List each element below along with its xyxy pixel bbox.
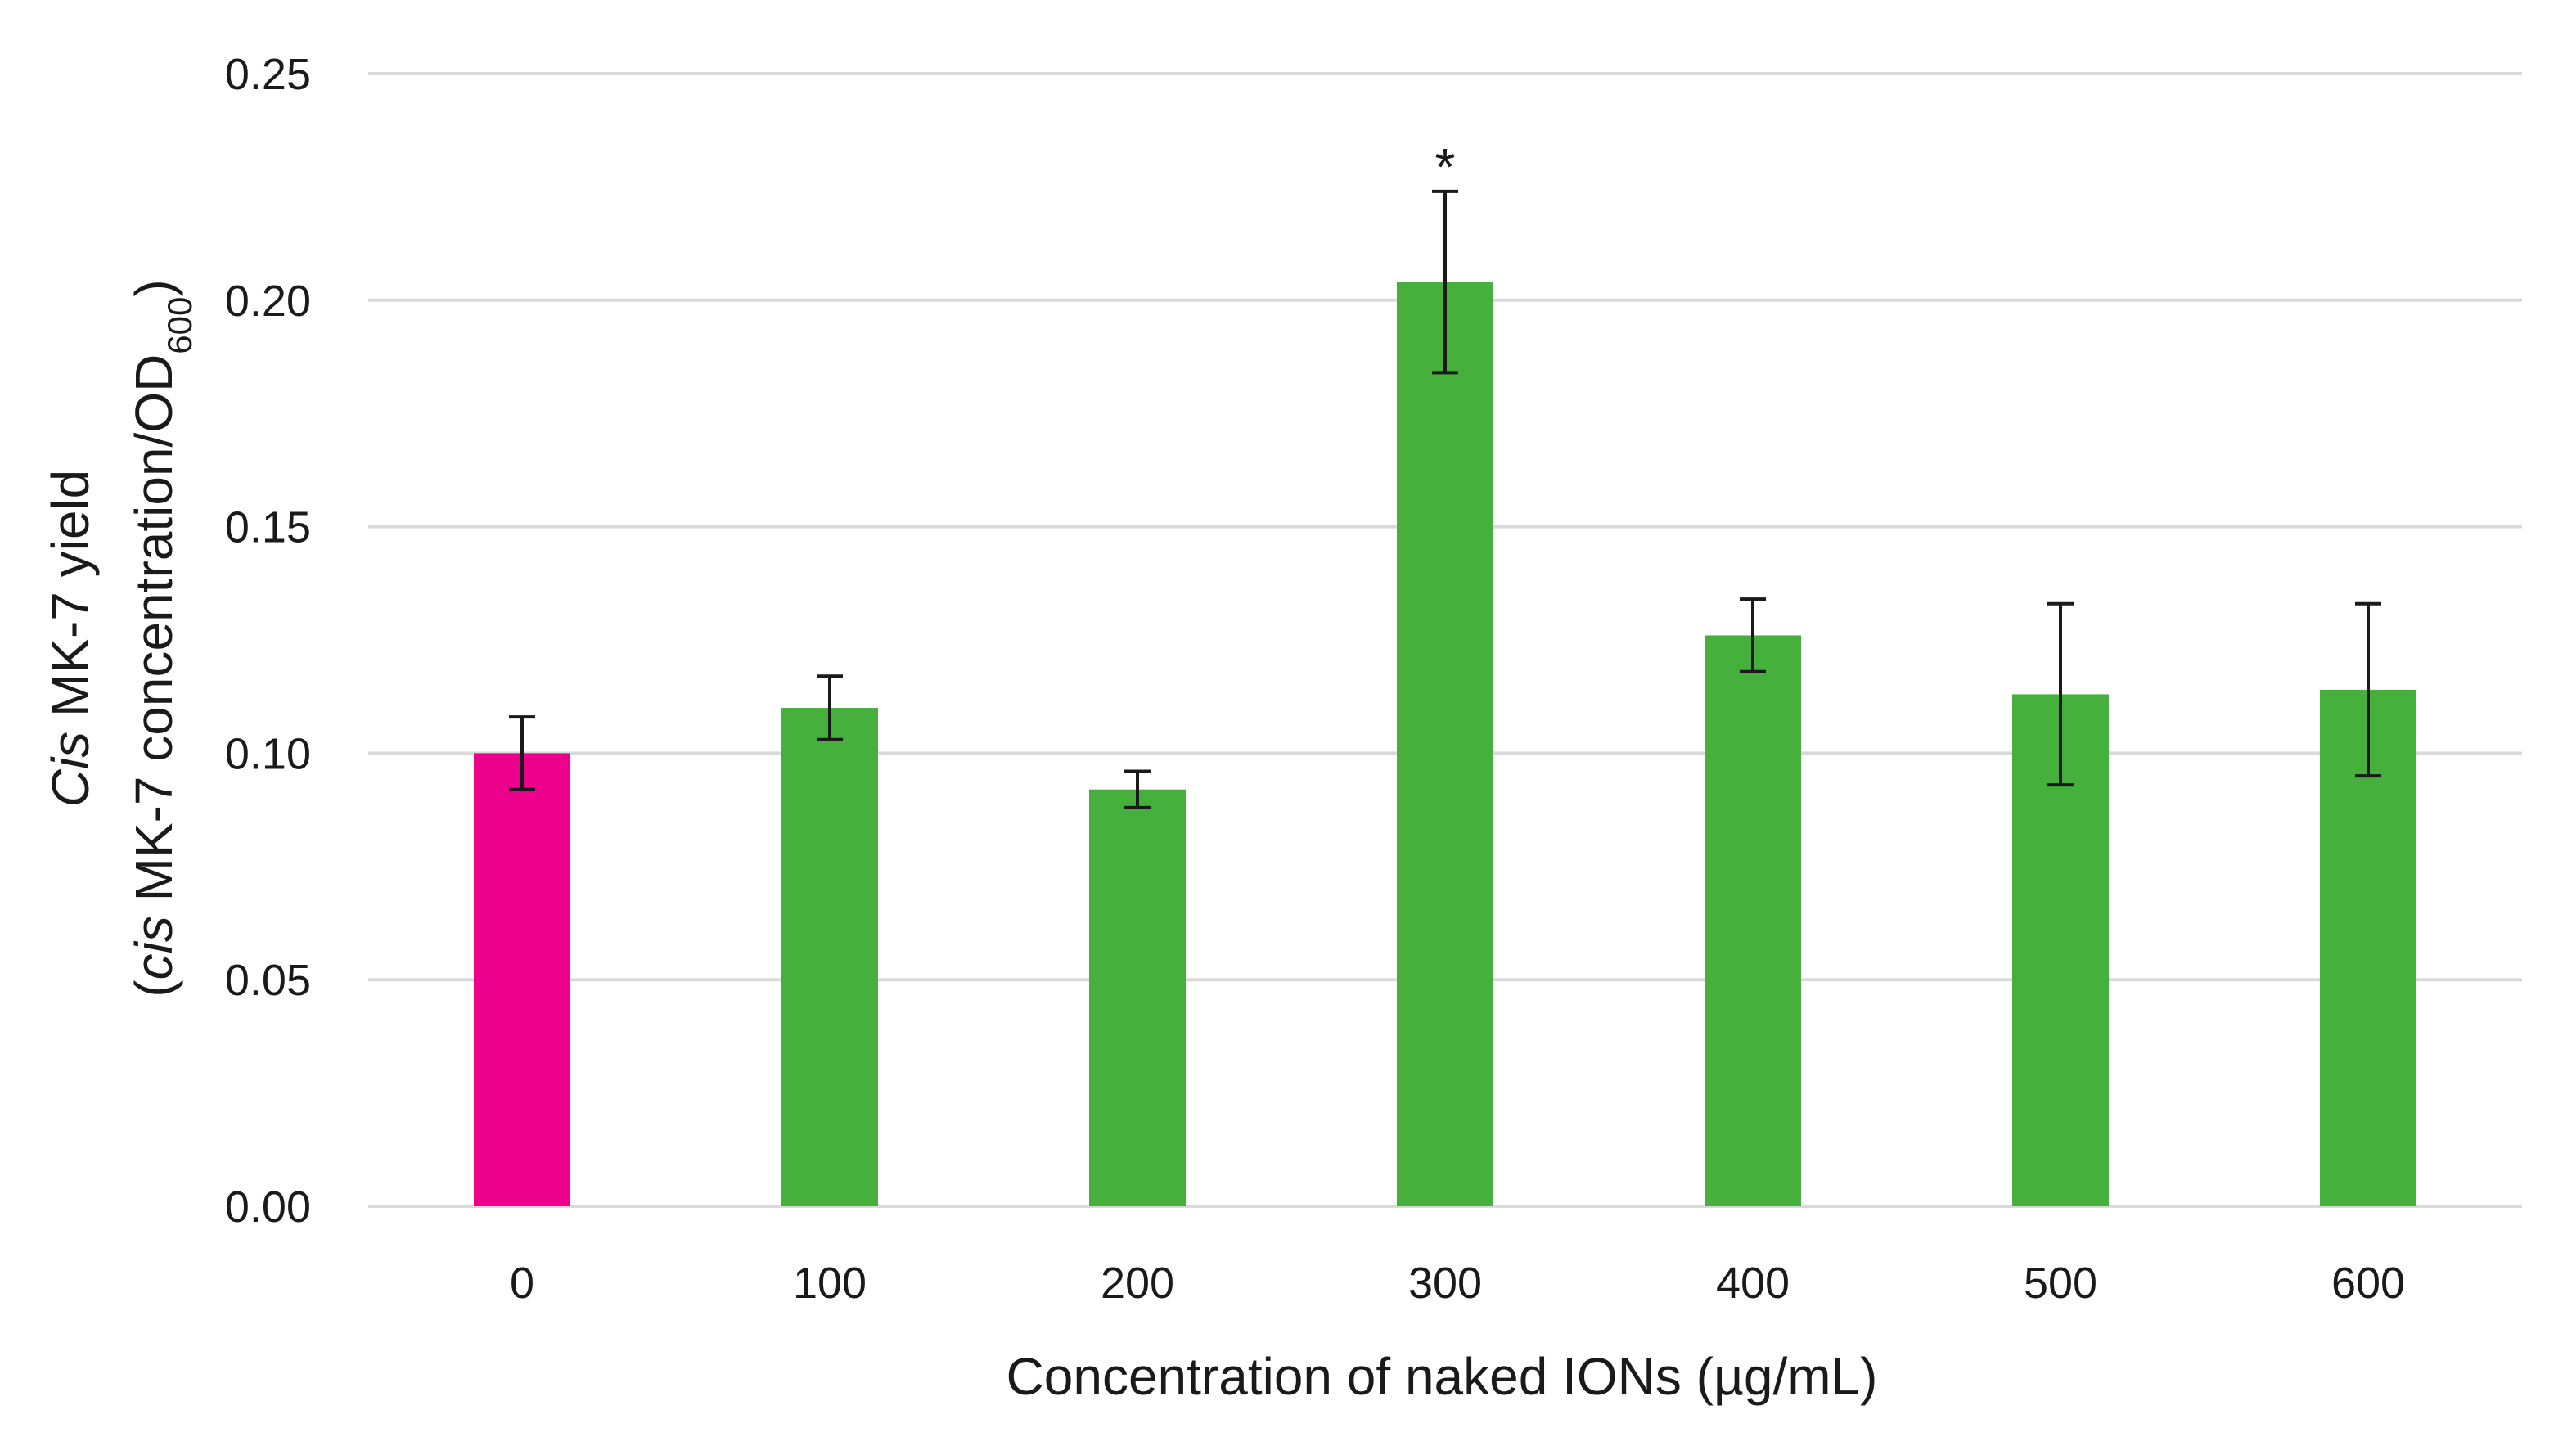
x-tick-label: 500 xyxy=(2024,1259,2097,1308)
y-tick-label: 0.25 xyxy=(225,50,311,99)
x-axis-ticks: 0 100 200 300 400 500 600 xyxy=(510,1259,2405,1308)
y-tick-label: 0.20 xyxy=(225,277,311,326)
y-title-italic-cis: Cis xyxy=(41,732,100,807)
y-title-italic-cis-lower: cis xyxy=(124,916,183,980)
bar-300 xyxy=(1397,282,1493,1206)
error-bar-300 xyxy=(1432,189,1458,375)
y-title-line2-rest: MK-7 concentration/OD xyxy=(124,354,183,917)
significance-annotations: * xyxy=(1435,137,1456,196)
x-tick-label: 600 xyxy=(2331,1259,2405,1308)
y-axis-title-line1: Cis MK-7 yield xyxy=(41,470,100,808)
error-bars xyxy=(509,189,2381,809)
x-tick-label: 400 xyxy=(1716,1259,1790,1308)
y-axis-title-line2: (cis MK-7 concentration/OD600) xyxy=(124,279,199,997)
error-bar-0 xyxy=(509,715,535,791)
bar-400 xyxy=(1705,635,1801,1206)
error-bar-100 xyxy=(817,674,843,741)
y-title-close-paren: ) xyxy=(124,279,183,296)
error-bar-400 xyxy=(1740,597,1766,673)
x-tick-label: 300 xyxy=(1408,1259,1482,1308)
y-title-line1-rest: MK-7 yield xyxy=(41,470,100,732)
x-tick-label: 0 xyxy=(510,1259,534,1308)
y-tick-label: 0.10 xyxy=(225,729,311,778)
error-bar-600 xyxy=(2355,601,2381,778)
y-axis-title: Cis MK-7 yield (cis MK-7 concentration/O… xyxy=(41,279,199,997)
bar-0 xyxy=(474,753,570,1206)
bar-200 xyxy=(1089,789,1186,1206)
y-title-subscript: 600 xyxy=(160,297,199,354)
significance-asterisk: * xyxy=(1435,137,1456,196)
x-axis-title: Concentration of naked IONs (µg/mL) xyxy=(1007,1347,1878,1406)
bar-100 xyxy=(781,708,878,1206)
y-tick-label: 0.15 xyxy=(225,503,311,552)
x-tick-label: 100 xyxy=(793,1259,867,1308)
error-bar-200 xyxy=(1124,769,1151,809)
x-tick-label: 200 xyxy=(1101,1259,1174,1308)
y-axis-ticks: 0.00 0.05 0.10 0.15 0.20 0.25 xyxy=(225,50,311,1232)
error-bar-500 xyxy=(2047,601,2074,787)
y-title-open-paren: ( xyxy=(124,980,183,997)
bars xyxy=(474,282,2416,1206)
y-tick-label: 0.05 xyxy=(225,956,311,1005)
y-tick-label: 0.00 xyxy=(225,1182,311,1232)
